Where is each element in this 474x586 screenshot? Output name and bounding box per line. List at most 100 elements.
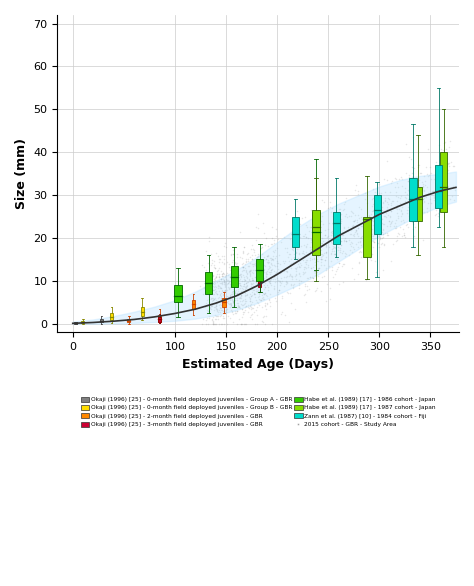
Point	[359, 240, 367, 249]
Point	[356, 258, 363, 267]
Point	[345, 250, 353, 260]
Point	[348, 207, 356, 217]
Point	[277, 309, 285, 319]
Point	[246, 261, 253, 270]
Point	[302, 233, 310, 242]
Point	[368, 224, 376, 233]
Point	[211, 278, 219, 288]
Point	[215, 319, 222, 328]
Point	[204, 290, 211, 299]
Point	[371, 256, 379, 265]
Point	[241, 275, 249, 285]
Point	[220, 260, 228, 269]
Point	[386, 205, 394, 214]
Point	[205, 292, 213, 301]
Point	[329, 233, 337, 242]
Point	[368, 229, 375, 238]
Legend: Okaji (1996) [25] - 0-month field deployed juveniles - Group A - GBR, Okaji (199: Okaji (1996) [25] - 0-month field deploy…	[80, 396, 437, 428]
Point	[361, 194, 369, 203]
Point	[226, 290, 233, 299]
Point	[349, 222, 357, 231]
Point	[308, 272, 315, 282]
Point	[439, 158, 447, 167]
Point	[374, 212, 382, 222]
Point	[283, 288, 291, 297]
Point	[310, 236, 318, 246]
Point	[244, 302, 251, 312]
Point	[407, 197, 415, 206]
Point	[290, 244, 297, 253]
Point	[253, 259, 261, 268]
Point	[218, 278, 225, 287]
Point	[242, 257, 249, 267]
Point	[432, 206, 440, 215]
Point	[242, 319, 249, 328]
Point	[372, 267, 380, 277]
Point	[221, 298, 229, 307]
Point	[264, 282, 272, 292]
Point	[416, 168, 423, 178]
Point	[410, 186, 417, 195]
Point	[228, 296, 236, 305]
Point	[260, 255, 267, 265]
Point	[256, 268, 264, 277]
Point	[211, 264, 219, 273]
Point	[254, 275, 262, 284]
Point	[233, 252, 241, 261]
Point	[376, 233, 383, 243]
Point	[246, 289, 254, 299]
Point	[261, 319, 268, 328]
Point	[436, 209, 443, 219]
Point	[329, 230, 337, 240]
Point	[223, 276, 230, 285]
Point	[312, 213, 320, 223]
Point	[237, 292, 245, 301]
Point	[371, 218, 379, 227]
Point	[238, 313, 246, 322]
Point	[336, 243, 344, 253]
Point	[364, 228, 371, 237]
Point	[220, 286, 228, 295]
Point	[287, 271, 294, 281]
Point	[254, 310, 261, 319]
Point	[226, 313, 234, 322]
Point	[269, 233, 276, 243]
Point	[217, 301, 225, 310]
Point	[404, 176, 412, 185]
Point	[295, 230, 302, 239]
Point	[217, 294, 225, 303]
Point	[392, 187, 400, 196]
Point	[248, 297, 256, 306]
Point	[392, 223, 400, 232]
Point	[297, 277, 304, 286]
Point	[253, 273, 261, 282]
Point	[252, 287, 260, 296]
Point	[287, 298, 295, 308]
Point	[204, 271, 211, 281]
Point	[289, 274, 296, 284]
Point	[304, 274, 311, 283]
Point	[220, 251, 228, 261]
Point	[258, 271, 266, 280]
Point	[422, 162, 429, 171]
Point	[220, 270, 228, 279]
Point	[264, 251, 271, 261]
Point	[365, 244, 373, 254]
Point	[209, 280, 216, 289]
Point	[234, 261, 241, 271]
Point	[246, 293, 254, 302]
Point	[241, 298, 248, 308]
Point	[288, 272, 295, 282]
Point	[203, 278, 211, 287]
Point	[214, 266, 221, 275]
Point	[284, 288, 292, 298]
Point	[223, 280, 230, 289]
Point	[286, 234, 294, 244]
Point	[361, 226, 368, 236]
Point	[219, 301, 227, 311]
Point	[199, 260, 206, 270]
Point	[336, 204, 343, 213]
Point	[432, 188, 440, 197]
Point	[205, 284, 212, 294]
Point	[212, 314, 220, 323]
